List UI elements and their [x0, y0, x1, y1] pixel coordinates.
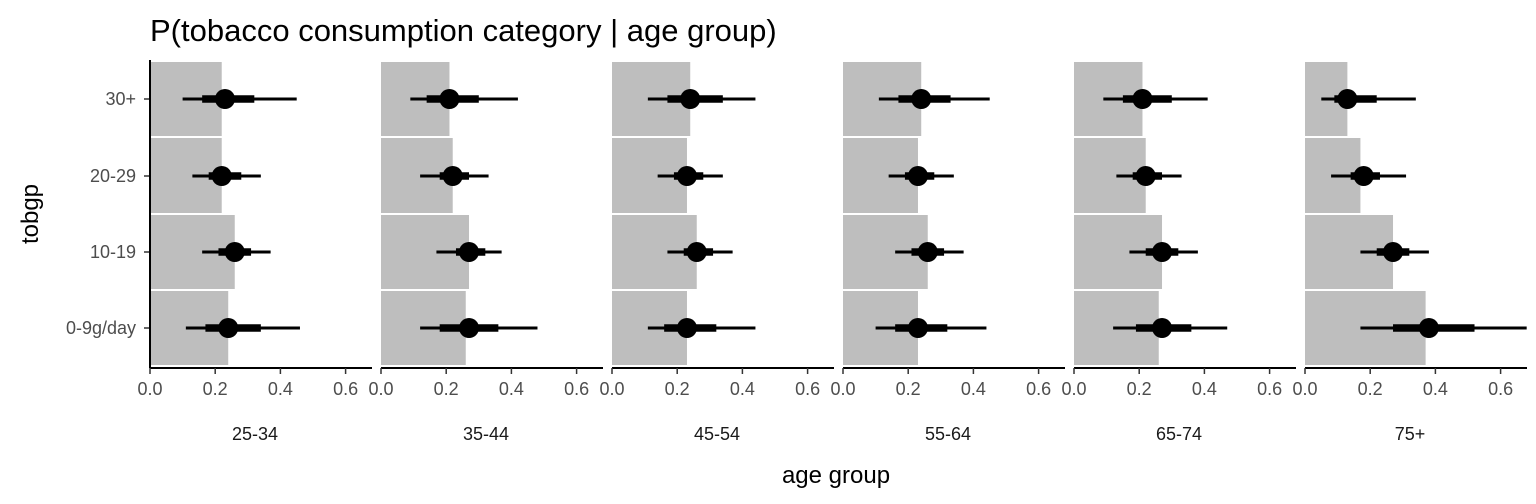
facet-label: 65-74: [1156, 424, 1202, 444]
x-tick-label: 0.0: [599, 379, 624, 399]
point: [907, 318, 928, 338]
x-tick-label: 0.0: [1061, 379, 1086, 399]
facet-panel: 0.0 0.2 0.4 0.6 75+: [1292, 62, 1527, 444]
point: [1383, 242, 1404, 262]
x-tick-label: 0.4: [1423, 379, 1448, 399]
facet-label: 25-34: [232, 424, 278, 444]
point: [1337, 89, 1358, 109]
x-tick-label: 0.4: [268, 379, 293, 399]
point: [680, 89, 701, 109]
chart-title: P(tobacco consumption category | age gro…: [150, 13, 777, 48]
x-tick-label: 0.0: [1292, 379, 1317, 399]
point: [459, 318, 480, 338]
point: [676, 166, 697, 186]
x-tick-label: 0.4: [499, 379, 524, 399]
point: [442, 166, 463, 186]
x-tick-label: 0.0: [830, 379, 855, 399]
x-tick-label: 0.6: [1488, 379, 1513, 399]
point: [917, 242, 938, 262]
facet-panel: 0.0 0.2 0.4 0.6 45-54: [599, 62, 834, 444]
point: [1152, 318, 1173, 338]
x-tick-label: 0.6: [564, 379, 589, 399]
point: [211, 166, 232, 186]
point: [1418, 318, 1439, 338]
x-tick-label: 0.6: [1257, 379, 1282, 399]
point: [1353, 166, 1374, 186]
point: [1152, 242, 1173, 262]
facet-panel: 0.0 0.2 0.4 0.6 35-44: [368, 62, 603, 444]
x-tick-label: 0.2: [434, 379, 459, 399]
point: [676, 318, 697, 338]
point: [224, 242, 245, 262]
facet-label: 75+: [1395, 424, 1426, 444]
x-tick-label: 0.4: [730, 379, 755, 399]
x-tick-label: 0.0: [368, 379, 393, 399]
x-tick-label: 0.2: [1358, 379, 1383, 399]
y-axis-title: tobgp: [17, 184, 44, 244]
x-tick-label: 0.2: [203, 379, 228, 399]
facet-panel: 0.0 0.2 0.4 0.6 65-74: [1061, 62, 1296, 444]
x-tick-label: 0.6: [795, 379, 820, 399]
x-tick-label: 0.4: [961, 379, 986, 399]
x-tick-label: 0.2: [665, 379, 690, 399]
point: [1132, 89, 1153, 109]
point: [911, 89, 932, 109]
x-tick-label: 0.0: [137, 379, 162, 399]
facet-label: 55-64: [925, 424, 971, 444]
point: [218, 318, 239, 338]
facet-panel: 0.0 0.2 0.4 0.6 55-64: [830, 62, 1065, 444]
x-tick-label: 0.2: [1127, 379, 1152, 399]
facet-label: 45-54: [694, 424, 740, 444]
facet-panel: 0.0 0.2 0.4 0.6 25-34: [137, 60, 372, 444]
y-tick-label: 20-29: [90, 166, 136, 186]
point: [459, 242, 480, 262]
point: [214, 89, 235, 109]
x-tick-label: 0.2: [896, 379, 921, 399]
point: [686, 242, 707, 262]
x-tick-label: 0.6: [333, 379, 358, 399]
point: [439, 89, 460, 109]
y-tick-label: 0-9g/day: [66, 318, 136, 338]
x-tick-label: 0.4: [1192, 379, 1217, 399]
y-tick-label: 30+: [105, 89, 136, 109]
x-tick-label: 0.6: [1026, 379, 1051, 399]
point: [907, 166, 928, 186]
x-axis-title: age group: [782, 462, 890, 489]
y-tick-label: 10-19: [90, 242, 136, 262]
facet-label: 35-44: [463, 424, 509, 444]
point: [1135, 166, 1156, 186]
